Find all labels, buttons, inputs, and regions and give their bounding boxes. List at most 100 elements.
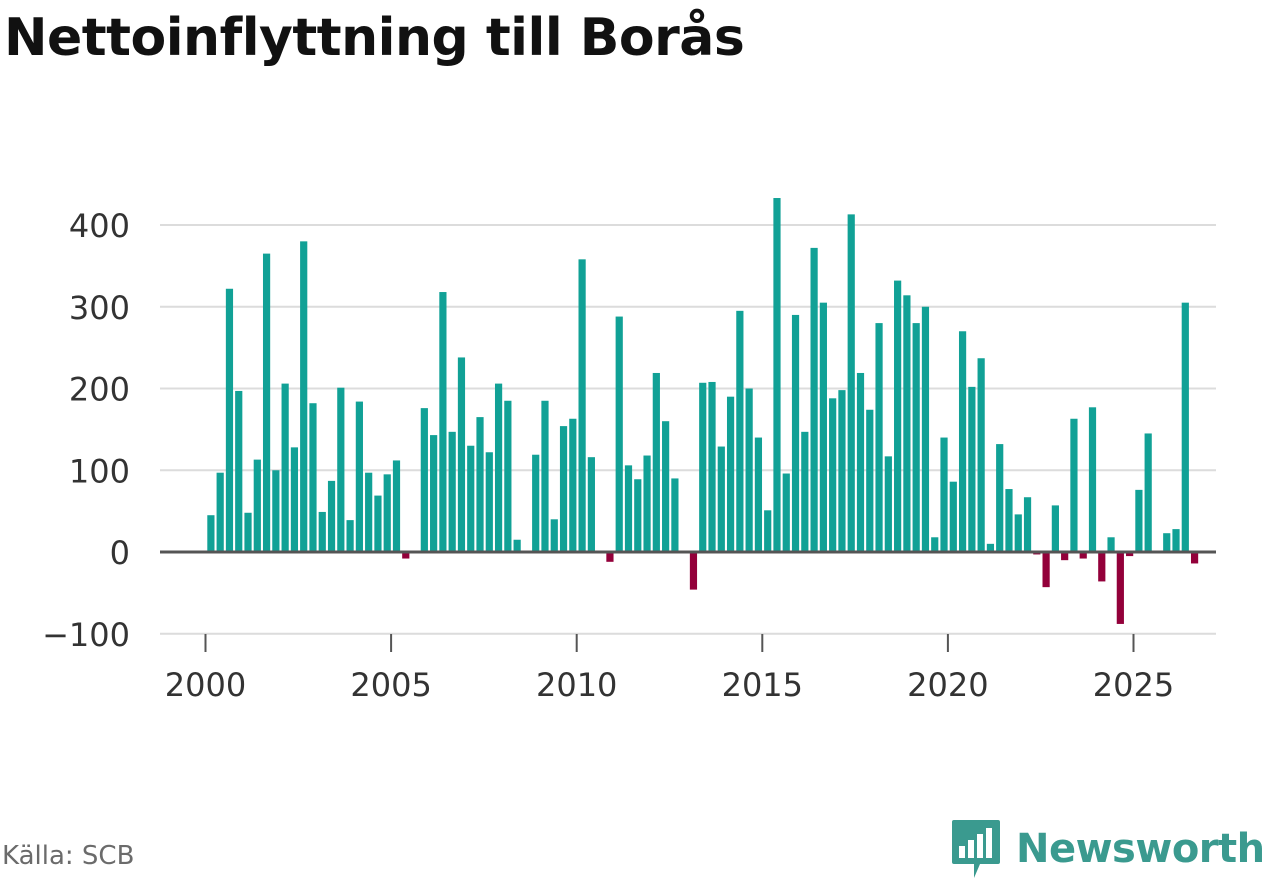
bar	[894, 280, 902, 552]
brand-name: Newsworthy	[1016, 826, 1262, 872]
bar	[689, 552, 698, 590]
bar	[355, 401, 363, 552]
x-axis: 2000 2005 2010 2015 2020 2025	[165, 634, 1174, 704]
bar	[1051, 505, 1059, 552]
bar	[708, 381, 716, 552]
bar	[1163, 533, 1171, 552]
bar	[949, 481, 957, 552]
bar	[977, 358, 985, 552]
bar	[1144, 433, 1152, 552]
bar	[318, 511, 326, 552]
bar	[532, 454, 540, 552]
bar	[1014, 514, 1022, 552]
bar	[1005, 489, 1013, 552]
bar	[652, 372, 660, 552]
bar	[1088, 407, 1097, 552]
bar	[699, 382, 707, 552]
bar	[1070, 418, 1078, 552]
bar	[643, 455, 651, 552]
bar	[958, 331, 967, 552]
bar	[606, 552, 614, 562]
bar	[392, 460, 401, 552]
bar	[782, 473, 790, 552]
bar	[996, 444, 1004, 552]
bar	[569, 418, 577, 552]
bar	[309, 403, 317, 552]
bar	[290, 447, 299, 552]
bar	[485, 452, 493, 552]
bar	[559, 426, 568, 552]
bar	[476, 417, 484, 552]
bar	[327, 480, 336, 552]
bar	[281, 383, 289, 552]
bar	[662, 421, 670, 552]
bar	[634, 479, 642, 552]
bar	[1061, 552, 1069, 561]
bar	[216, 472, 224, 552]
bar	[504, 400, 512, 552]
y-tick-label: 0	[110, 534, 130, 572]
bar	[1023, 497, 1032, 552]
bar	[1107, 537, 1115, 552]
bar	[726, 396, 735, 552]
bar	[754, 437, 763, 552]
bar	[365, 472, 373, 552]
y-axis: −100 0 100 200 300 400	[42, 207, 130, 654]
bar	[921, 306, 930, 552]
bar	[1172, 529, 1180, 552]
bar	[587, 457, 595, 552]
bar	[448, 431, 456, 552]
bar	[578, 259, 586, 552]
bar	[968, 386, 976, 552]
grid-lines	[160, 224, 1216, 635]
y-tick-label: 200	[69, 371, 130, 409]
bar	[791, 314, 800, 552]
bar	[225, 288, 234, 552]
bar	[810, 247, 818, 552]
bar	[337, 387, 345, 552]
bar	[931, 537, 939, 552]
bar	[1135, 489, 1143, 552]
bar	[513, 539, 521, 552]
bar	[773, 198, 781, 552]
bar	[1126, 552, 1134, 557]
bar	[244, 512, 252, 552]
bar	[346, 520, 354, 552]
x-tick-label: 2010	[536, 666, 617, 704]
x-tick-label: 2015	[722, 666, 803, 704]
bar	[1181, 302, 1189, 552]
newsworthy-logo[interactable]: Newsworthy	[950, 818, 1262, 880]
bar	[829, 398, 837, 552]
bar	[253, 459, 261, 552]
bar	[430, 435, 438, 552]
source-label: Källa: SCB	[2, 841, 135, 871]
bar	[272, 470, 280, 552]
x-tick-label: 2005	[350, 666, 431, 704]
bar	[912, 323, 920, 552]
bar	[624, 465, 633, 552]
x-tick-label: 2000	[165, 666, 246, 704]
x-tick-label: 2020	[907, 666, 988, 704]
chart-title: Nettoinflyttning till Borås	[4, 8, 745, 68]
bar	[615, 316, 623, 552]
bar	[986, 543, 995, 552]
bar	[1116, 552, 1124, 624]
bar	[940, 437, 948, 552]
bar	[801, 431, 809, 552]
bar	[300, 241, 308, 552]
y-tick-label: 100	[69, 452, 130, 490]
bar	[439, 292, 447, 552]
bar	[1079, 552, 1087, 559]
bar	[402, 552, 410, 559]
bar	[1042, 552, 1050, 588]
bar	[1098, 552, 1106, 582]
y-tick-label: 400	[69, 207, 130, 245]
bar	[457, 357, 466, 552]
bar	[550, 519, 558, 552]
bar	[420, 408, 428, 552]
bar-series	[207, 198, 1199, 624]
bar	[467, 445, 475, 552]
bar	[819, 302, 827, 552]
y-tick-label: 300	[69, 289, 130, 327]
